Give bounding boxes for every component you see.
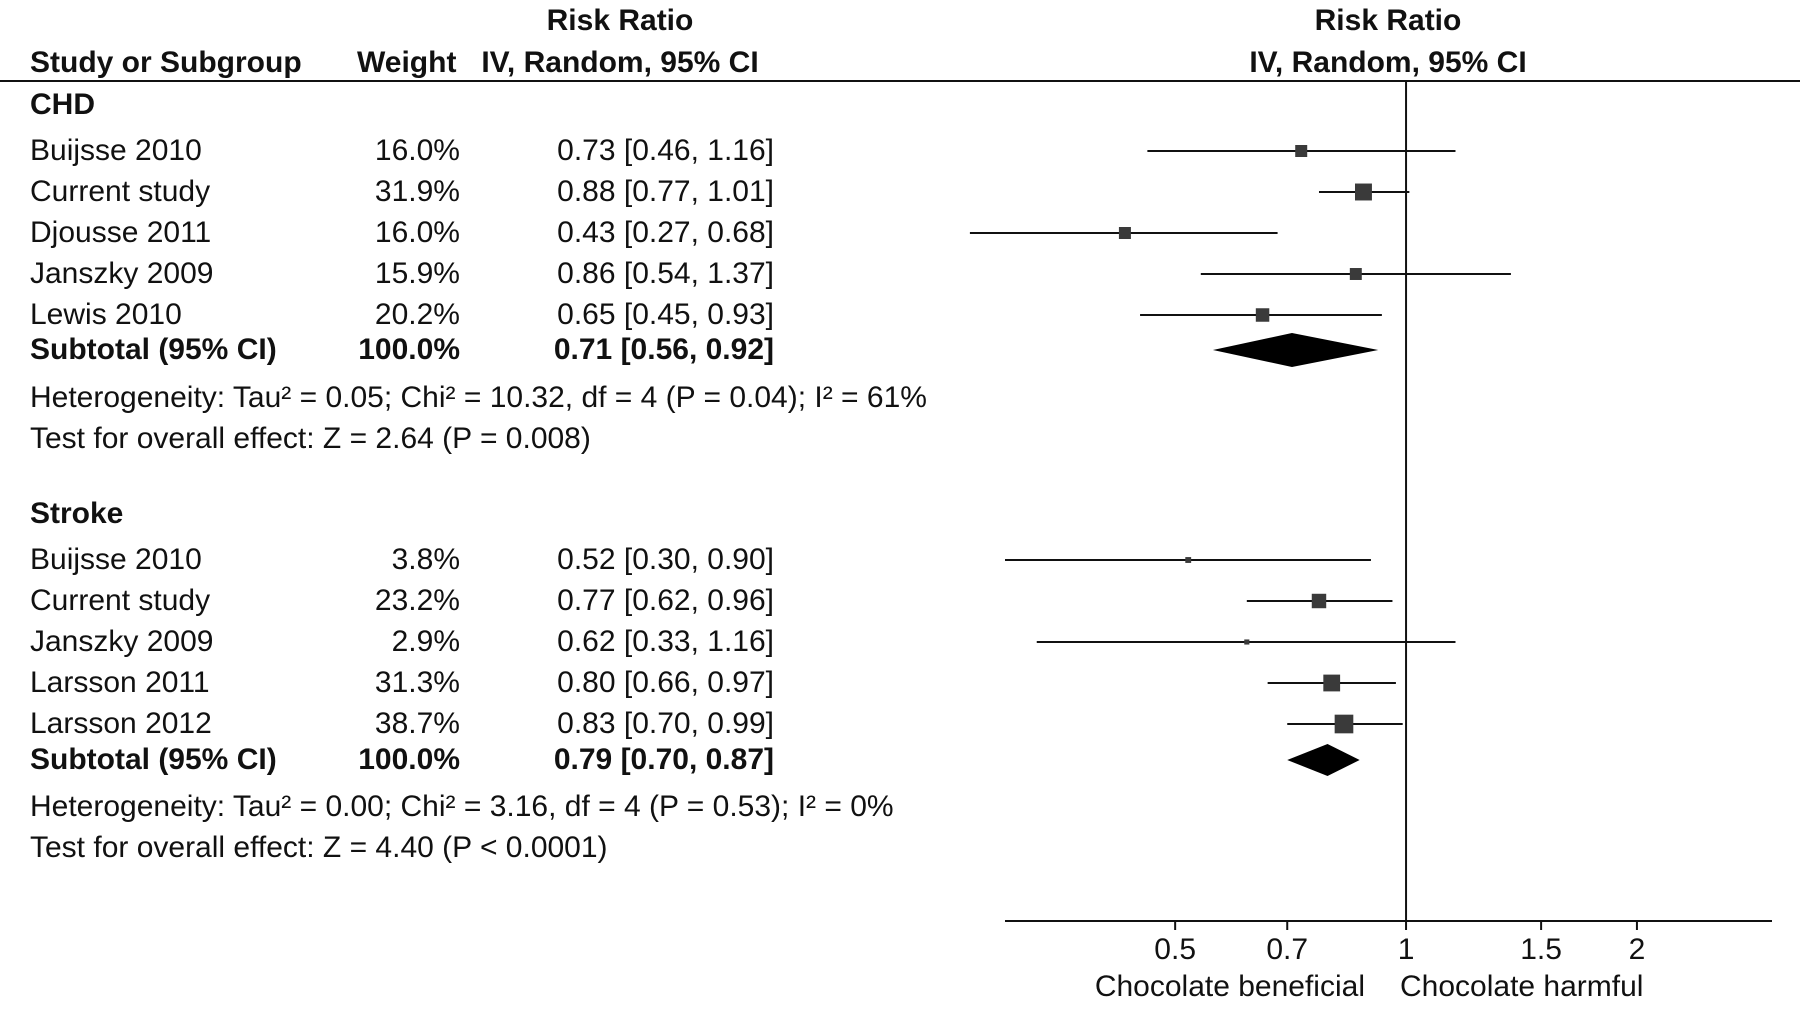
study-weight: 31.9% bbox=[374, 175, 460, 208]
study-ci: 0.86 [0.54, 1.37] bbox=[557, 257, 774, 290]
x-tick-label: 1 bbox=[1398, 933, 1415, 966]
study-weight: 16.0% bbox=[374, 134, 460, 167]
header-rule bbox=[0, 80, 1800, 82]
study-name: Djousse 2011 bbox=[30, 216, 212, 249]
point-estimate-marker bbox=[1334, 714, 1354, 734]
group-heading-chd: CHD bbox=[30, 88, 95, 121]
subtotal-diamond bbox=[1287, 744, 1360, 776]
point-estimate-marker bbox=[1354, 183, 1372, 201]
favours-left-label: Chocolate beneficial bbox=[1095, 970, 1365, 1003]
subtotal-diamond bbox=[1212, 333, 1379, 367]
x-tick-label: 1.5 bbox=[1520, 933, 1562, 966]
overall-effect-text: Test for overall effect: Z = 4.40 (P < 0… bbox=[30, 831, 608, 864]
study-ci: 0.65 [0.45, 0.93] bbox=[557, 298, 774, 331]
plot-column-subtitle: IV, Random, 95% CI bbox=[1249, 46, 1527, 79]
group-heading-stroke: Stroke bbox=[30, 497, 124, 530]
study-ci: 0.77 [0.62, 0.96] bbox=[557, 584, 774, 617]
study-weight: 23.2% bbox=[374, 584, 460, 617]
weight-column-header: Weight bbox=[357, 46, 457, 79]
x-tick-label: 0.7 bbox=[1266, 933, 1308, 966]
study-ci: 0.52 [0.30, 0.90] bbox=[557, 543, 774, 576]
study-name: Janszky 2009 bbox=[30, 257, 214, 290]
heterogeneity-text: Heterogeneity: Tau² = 0.00; Chi² = 3.16,… bbox=[30, 790, 894, 823]
study-ci: 0.73 [0.46, 1.16] bbox=[557, 134, 774, 167]
study-ci: 0.43 [0.27, 0.68] bbox=[557, 216, 774, 249]
subtotal-label: Subtotal (95% CI) bbox=[30, 333, 277, 366]
study-name: Current study bbox=[30, 584, 211, 617]
study-ci: 0.80 [0.66, 0.97] bbox=[557, 666, 774, 699]
study-name: Larsson 2011 bbox=[30, 666, 210, 699]
point-estimate-marker bbox=[1118, 227, 1131, 239]
point-estimate-marker bbox=[1311, 593, 1327, 609]
x-tick-label: 2 bbox=[1629, 933, 1646, 966]
overall-effect-text: Test for overall effect: Z = 2.64 (P = 0… bbox=[30, 422, 591, 455]
study-weight: 2.9% bbox=[391, 625, 460, 658]
plot-column-title: Risk Ratio bbox=[1314, 4, 1462, 37]
study-name: Larsson 2012 bbox=[30, 707, 212, 740]
subtotal-weight: 100.0% bbox=[358, 333, 460, 366]
study-name: Janszky 2009 bbox=[30, 625, 214, 658]
point-estimate-marker bbox=[1185, 557, 1192, 563]
subtotal-weight: 100.0% bbox=[358, 743, 460, 776]
study-column-header: Study or Subgroup bbox=[30, 46, 302, 79]
study-ci: 0.88 [0.77, 1.01] bbox=[557, 175, 774, 208]
point-estimate-marker bbox=[1295, 145, 1308, 157]
study-weight: 31.3% bbox=[374, 666, 460, 699]
study-weight: 15.9% bbox=[374, 257, 460, 290]
subtotal-label: Subtotal (95% CI) bbox=[30, 743, 277, 776]
rr-column-subtitle: IV, Random, 95% CI bbox=[481, 46, 759, 79]
study-weight: 20.2% bbox=[374, 298, 460, 331]
study-weight: 16.0% bbox=[374, 216, 460, 249]
study-weight: 38.7% bbox=[374, 707, 460, 740]
point-estimate-marker bbox=[1255, 308, 1270, 322]
study-ci: 0.62 [0.33, 1.16] bbox=[557, 625, 774, 658]
rr-column-title: Risk Ratio bbox=[546, 4, 694, 37]
x-tick-label: 0.5 bbox=[1154, 933, 1196, 966]
favours-right-label: Chocolate harmful bbox=[1400, 970, 1643, 1003]
study-name: Current study bbox=[30, 175, 211, 208]
point-estimate-marker bbox=[1349, 268, 1362, 280]
point-estimate-marker bbox=[1323, 674, 1341, 692]
subtotal-ci: 0.71 [0.56, 0.92] bbox=[553, 333, 774, 366]
study-weight: 3.8% bbox=[391, 543, 460, 576]
study-name: Lewis 2010 bbox=[30, 298, 182, 331]
subtotal-ci: 0.79 [0.70, 0.87] bbox=[553, 743, 774, 776]
point-estimate-marker bbox=[1244, 639, 1250, 645]
study-name: Buijsse 2010 bbox=[30, 543, 202, 576]
heterogeneity-text: Heterogeneity: Tau² = 0.05; Chi² = 10.32… bbox=[30, 381, 927, 414]
study-ci: 0.83 [0.70, 0.99] bbox=[557, 707, 774, 740]
study-name: Buijsse 2010 bbox=[30, 134, 202, 167]
